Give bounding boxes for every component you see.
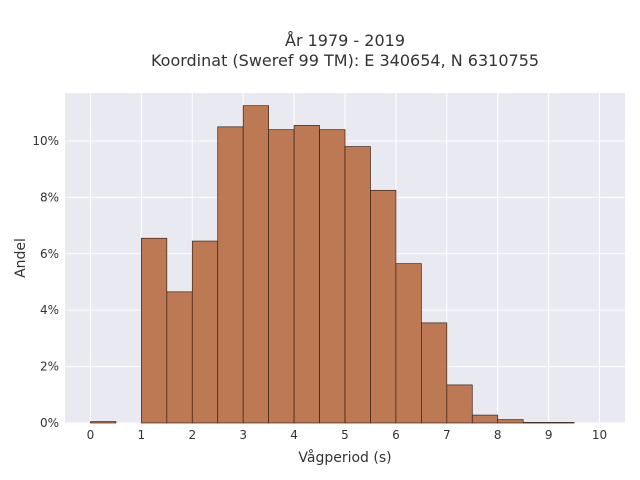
histogram-bar	[446, 384, 473, 424]
x-tick-label: 5	[341, 428, 349, 442]
x-tick-label: 1	[138, 428, 146, 442]
y-tick-label: 0%	[40, 416, 59, 430]
histogram-bar	[242, 105, 269, 424]
histogram-bar	[522, 422, 549, 424]
histogram-bar	[217, 126, 244, 424]
histogram-bar	[370, 189, 397, 424]
x-tick-label: 3	[239, 428, 247, 442]
y-tick-labels: 0% 2% 4% 6% 8% 10%	[32, 134, 59, 430]
x-tick-label: 4	[290, 428, 298, 442]
histogram-bar	[319, 129, 346, 424]
histogram-bar	[497, 419, 524, 424]
x-tick-labels: 0 1 2 3 4 5 6 7 8 9 10	[87, 428, 608, 442]
y-tick-label: 2%	[40, 360, 59, 374]
y-tick-label: 8%	[40, 190, 59, 204]
chart-title-line-1: År 1979 - 2019	[285, 31, 405, 50]
histogram-bar	[344, 146, 371, 424]
x-tick-label: 2	[188, 428, 196, 442]
histogram-bar	[268, 129, 295, 424]
y-tick-label: 4%	[40, 303, 59, 317]
x-tick-label: 9	[545, 428, 553, 442]
histogram-bars	[90, 105, 575, 424]
histogram-bar	[141, 237, 168, 424]
histogram-bar	[548, 422, 575, 424]
x-tick-label: 7	[443, 428, 451, 442]
x-tick-label: 10	[592, 428, 607, 442]
y-tick-label: 6%	[40, 247, 59, 261]
x-axis-label: Vågperiod (s)	[298, 449, 391, 466]
histogram-bar	[395, 263, 422, 424]
x-tick-label: 6	[392, 428, 400, 442]
histogram-bar	[191, 240, 219, 424]
x-tick-label: 0	[87, 428, 95, 442]
y-tick-label: 10%	[32, 134, 59, 148]
histogram-bar	[471, 414, 499, 424]
x-tick-label: 8	[494, 428, 502, 442]
histogram-bar	[166, 291, 193, 424]
histogram-bar	[293, 125, 320, 424]
histogram-bar	[421, 322, 448, 424]
histogram-bar	[90, 421, 117, 424]
chart-title-line-2: Koordinat (Sweref 99 TM): E 340654, N 63…	[151, 51, 539, 70]
y-axis-label: Andel	[13, 238, 29, 278]
